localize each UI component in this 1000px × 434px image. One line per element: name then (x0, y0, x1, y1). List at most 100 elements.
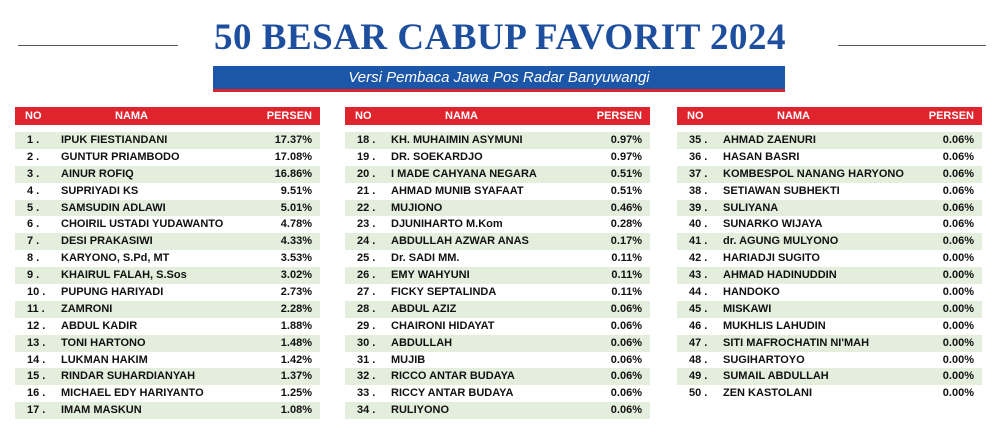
cell: 0.06% (942, 201, 974, 214)
cell: 0.51% (610, 167, 642, 180)
cell: I MADE CAHYANA NEGARA (391, 167, 537, 180)
table-row: 6 . CHOIRIL USTADI YUDAWANTO 4.78% (15, 216, 320, 233)
table-row: 32 . RICCO ANTAR BUDAYA 0.06% (345, 368, 650, 386)
table-row: 40 . SUNARKO WIJAYA 0.06% (677, 216, 982, 233)
cell: 14 . (27, 353, 46, 366)
cell: 17.37% (274, 134, 312, 146)
rule (18, 45, 178, 46)
cell: 1.42% (280, 353, 312, 366)
cell: DR. SOEKARDJO (391, 150, 483, 163)
table-row: 48 . SUGIHARTOYO 0.00% (677, 352, 982, 369)
cell: AHMAD MUNIB SYAFAAT (391, 184, 524, 197)
cell: 31 . (357, 353, 376, 366)
table-header: NO NAMA PERSEN (345, 107, 650, 125)
cell: 22 . (357, 201, 376, 214)
cell: 3.53% (280, 252, 312, 265)
cell: 0.06% (610, 353, 642, 366)
cell: 1.08% (280, 404, 312, 417)
table-row: 36 . HASAN BASRI 0.06% (677, 149, 982, 166)
cell: RICCY ANTAR BUDAYA (391, 387, 514, 400)
cell: 0.51% (610, 184, 642, 197)
cell: 32 . (357, 370, 376, 383)
cell: 16.86% (274, 167, 312, 180)
table-row: 33 . RICCY ANTAR BUDAYA 0.06% (345, 385, 650, 402)
cell: MUJIB (391, 353, 426, 366)
cell: dr. AGUNG MULYONO (723, 235, 839, 248)
cell: 47 . (689, 336, 708, 349)
cell: 0.11% (611, 252, 642, 265)
cell: 1.88% (280, 319, 312, 332)
cell: ZAMRONI (61, 302, 113, 315)
cell: 0.06% (610, 387, 642, 400)
table-row: 3 . AINUR ROFIQ 16.86% (15, 165, 320, 183)
table-row: 30 . ABDULLAH 0.06% (345, 334, 650, 352)
cell: 0.00% (942, 319, 974, 332)
cell: 35 . (689, 134, 708, 146)
cell: 13 . (27, 336, 46, 349)
cell: 0.06% (942, 184, 974, 197)
cell: DJUNIHARTO M.Kom (391, 218, 503, 231)
table-row: 24 . ABDULLAH AZWAR ANAS 0.17% (345, 233, 650, 251)
cell: 0.28% (610, 218, 642, 231)
cell: 0.06% (942, 167, 974, 180)
cell: ZEN KASTOLANI (723, 387, 813, 400)
table-row: 19 . DR. SOEKARDJO 0.97% (345, 149, 650, 166)
cell: RULIYONO (391, 404, 450, 417)
table-row: 43 . AHMAD HADINUDDIN 0.00% (677, 267, 982, 285)
cell: 34 . (357, 404, 376, 417)
cell: 9.51% (280, 184, 312, 197)
cell: ABDUL KADIR (61, 319, 138, 332)
cell: 0.11% (611, 286, 642, 299)
cell: AINUR ROFIQ (61, 167, 134, 180)
table: NO NAMA PERSEN 18 . KH. MUHAIMIN ASYMUNI 0.97… (345, 107, 650, 420)
cell: 0.17% (610, 235, 642, 248)
table-row: 31 . MUJIB 0.06% (345, 352, 650, 369)
cell: 48 . (689, 353, 708, 366)
cell: HASAN BASRI (723, 150, 800, 163)
cell: 16 . (27, 387, 46, 400)
cell: 8 . (27, 252, 40, 265)
table-row: 17 . IMAM MASKUN 1.08% (15, 402, 320, 420)
cell: 45 . (689, 302, 708, 315)
cell: 10 . (27, 286, 46, 299)
cell: 42 . (689, 252, 708, 265)
cell: 9 . (27, 269, 40, 282)
cell: 30 . (357, 336, 376, 349)
table-row: 45 . MISKAWI 0.00% (677, 300, 982, 318)
table-row: 46 . MUKHLIS LAHUDIN 0.00% (677, 318, 982, 335)
table-header: NO NAMA PERSEN (15, 107, 320, 125)
cell: 0.00% (942, 387, 974, 400)
cell: 33 . (357, 387, 376, 400)
cell: 0.06% (610, 336, 642, 349)
cell: 43 . (689, 269, 708, 282)
cell: 27 . (357, 286, 376, 299)
table-row: 28 . ABDUL AZIZ 0.06% (345, 300, 650, 318)
cell: 4.33% (280, 235, 312, 248)
cell: SITI MAFROCHATIN NI'MAH (723, 336, 870, 349)
table-row: 20 . I MADE CAHYANA NEGARA 0.51% (345, 165, 650, 183)
cell: 0.06% (610, 370, 642, 383)
cell: 26 . (357, 269, 376, 282)
cell: 46 . (689, 319, 708, 332)
cell: 3 . (27, 167, 40, 180)
cell: RINDAR SUHARDIANYAH (61, 370, 196, 383)
cell: MUJIONO (391, 201, 443, 214)
table-row: 39 . SULIYANA 0.06% (677, 199, 982, 217)
table-header: NO NAMA PERSEN (677, 107, 982, 125)
table-row: 47 . SITI MAFROCHATIN NI'MAH 0.00% (677, 334, 982, 352)
cell: 11 . (27, 302, 45, 315)
cell: 0.00% (942, 336, 974, 349)
cell: 39 . (689, 201, 708, 214)
cell: KHAIRUL FALAH, S.Sos (61, 269, 187, 282)
table-row: 44 . HANDOKO 0.00% (677, 284, 982, 301)
table-row: 11 . ZAMRONI 2.28% (15, 300, 320, 318)
cell: SUPRIYADI KS (61, 184, 139, 197)
cell: 1 . (27, 134, 40, 146)
cell: IPUK FIESTIANDANI (61, 134, 168, 146)
cell: 0.06% (610, 319, 642, 332)
cell: ABDULLAH AZWAR ANAS (391, 235, 529, 248)
cell: 24 . (357, 235, 376, 248)
header-cell: PERSEN (596, 110, 642, 122)
title: 50 BESAR CABUP FAVORIT 2024 (214, 17, 786, 58)
